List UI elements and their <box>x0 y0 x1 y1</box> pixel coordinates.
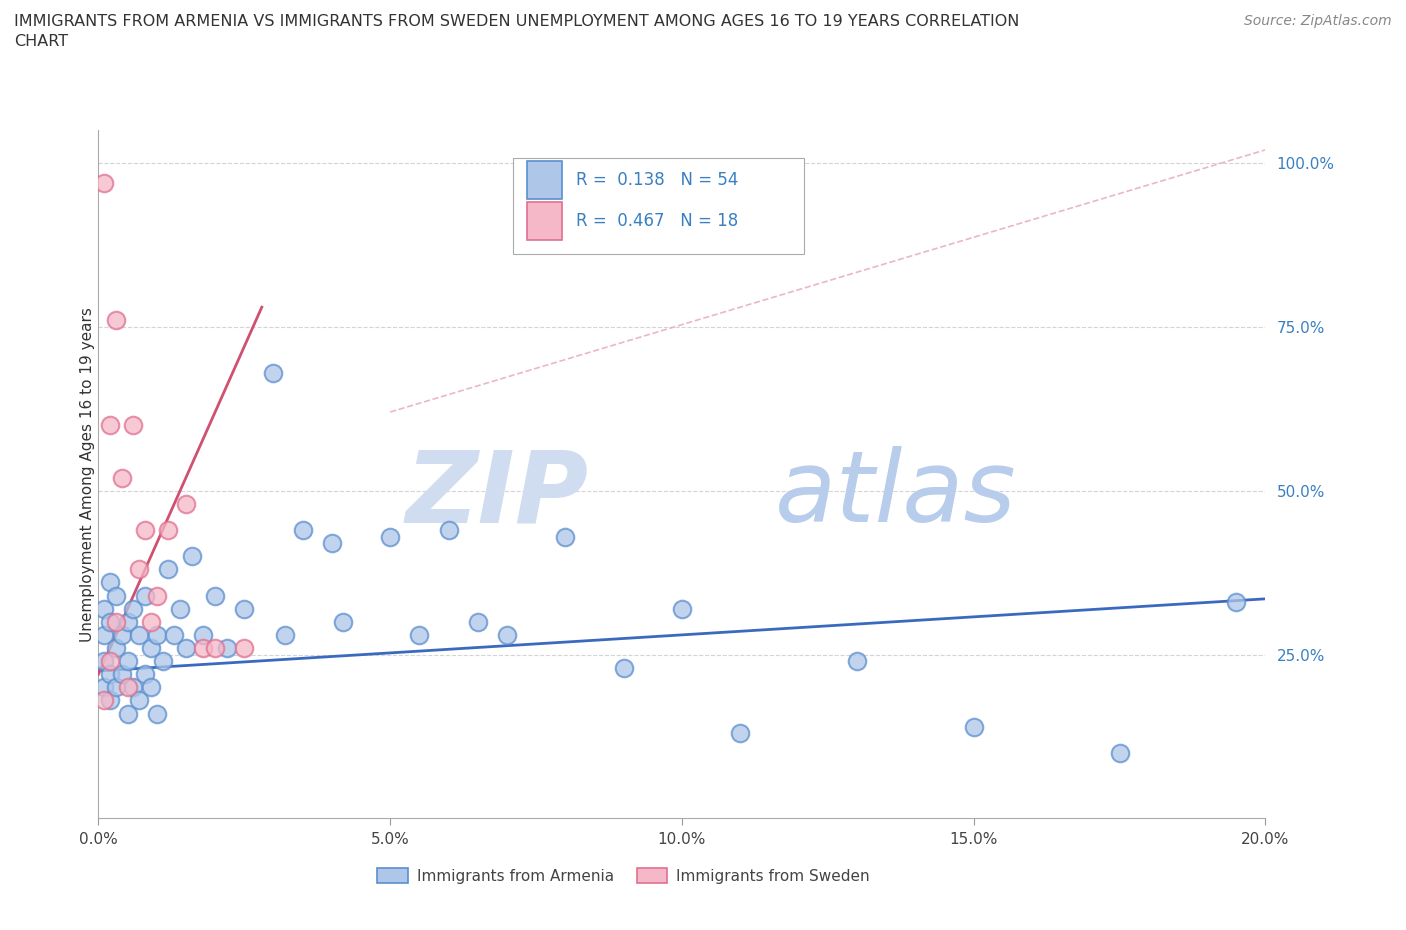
Point <box>117 654 139 669</box>
Point <box>93 654 115 669</box>
Point <box>104 615 127 630</box>
Text: atlas: atlas <box>775 446 1017 543</box>
Point <box>332 615 354 630</box>
Point <box>98 693 121 708</box>
Point <box>128 562 150 577</box>
Point <box>204 641 226 656</box>
Point <box>111 667 134 682</box>
Point <box>146 588 169 603</box>
Point <box>104 680 127 695</box>
Text: R =  0.467   N = 18: R = 0.467 N = 18 <box>575 212 738 230</box>
Y-axis label: Unemployment Among Ages 16 to 19 years: Unemployment Among Ages 16 to 19 years <box>80 307 94 642</box>
Point <box>98 615 121 630</box>
Point <box>408 628 430 643</box>
Point <box>215 641 238 656</box>
Point <box>174 497 197 512</box>
Point <box>204 588 226 603</box>
Point <box>291 523 314 538</box>
Point <box>117 680 139 695</box>
Point <box>467 615 489 630</box>
Text: R =  0.138   N = 54: R = 0.138 N = 54 <box>575 171 738 189</box>
Point <box>93 601 115 616</box>
Point <box>117 615 139 630</box>
Point <box>98 654 121 669</box>
Point <box>134 523 156 538</box>
Point <box>233 641 256 656</box>
Point <box>157 562 180 577</box>
Point <box>93 628 115 643</box>
Point <box>730 725 752 740</box>
Legend: Immigrants from Armenia, Immigrants from Sweden: Immigrants from Armenia, Immigrants from… <box>371 862 876 890</box>
Point <box>174 641 197 656</box>
Point <box>146 706 169 721</box>
Point <box>98 667 121 682</box>
Point <box>180 549 202 564</box>
Point <box>496 628 519 643</box>
Point <box>169 601 191 616</box>
Point <box>612 660 634 675</box>
Point <box>554 529 576 544</box>
Point <box>98 575 121 590</box>
Point <box>193 641 215 656</box>
Text: IMMIGRANTS FROM ARMENIA VS IMMIGRANTS FROM SWEDEN UNEMPLOYMENT AMONG AGES 16 TO : IMMIGRANTS FROM ARMENIA VS IMMIGRANTS FR… <box>14 14 1019 29</box>
Text: ZIP: ZIP <box>405 446 589 543</box>
Point <box>157 523 180 538</box>
Point <box>380 529 402 544</box>
Point <box>104 312 127 327</box>
Point <box>134 667 156 682</box>
Point <box>139 680 162 695</box>
Point <box>321 536 343 551</box>
Point <box>93 680 115 695</box>
Point <box>93 175 115 190</box>
Point <box>962 719 984 734</box>
Point <box>128 693 150 708</box>
FancyBboxPatch shape <box>527 202 562 240</box>
Point <box>274 628 297 643</box>
Point <box>93 693 115 708</box>
Point <box>152 654 174 669</box>
Point <box>233 601 256 616</box>
Point <box>111 628 134 643</box>
Point <box>262 365 284 380</box>
Point <box>671 601 693 616</box>
Text: Source: ZipAtlas.com: Source: ZipAtlas.com <box>1244 14 1392 28</box>
Point <box>846 654 869 669</box>
Point <box>117 706 139 721</box>
Point <box>146 628 169 643</box>
Point <box>1108 746 1130 761</box>
Point <box>139 641 162 656</box>
Point <box>134 588 156 603</box>
Point <box>104 641 127 656</box>
Point <box>98 418 121 432</box>
Point <box>163 628 186 643</box>
Point <box>104 588 127 603</box>
Point <box>193 628 215 643</box>
Point <box>122 680 145 695</box>
Point <box>128 628 150 643</box>
Point <box>122 601 145 616</box>
Point <box>437 523 460 538</box>
Point <box>111 471 134 485</box>
Point <box>139 615 162 630</box>
Point <box>122 418 145 432</box>
Text: CHART: CHART <box>14 34 67 49</box>
Point <box>1225 594 1247 609</box>
FancyBboxPatch shape <box>527 161 562 199</box>
FancyBboxPatch shape <box>513 158 804 254</box>
